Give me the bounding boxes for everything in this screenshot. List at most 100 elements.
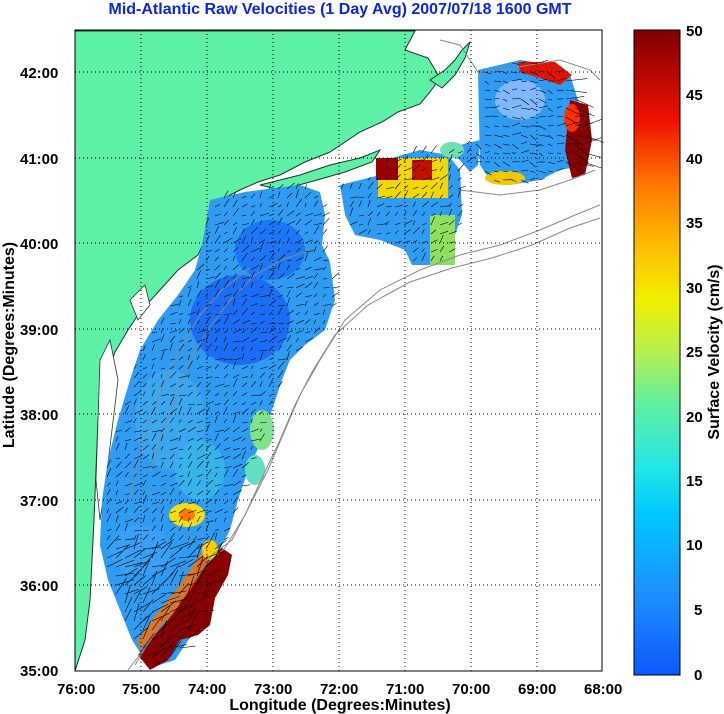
velocity-arrow xyxy=(259,285,264,289)
velocity-arrow xyxy=(529,170,536,173)
velocity-arrow xyxy=(277,322,284,325)
velocity-arrow xyxy=(133,390,142,397)
velocity-gulf-stream-edge xyxy=(138,548,212,650)
velocity-arrow xyxy=(205,443,212,451)
velocity-arrow xyxy=(142,400,149,406)
velocity-arrow xyxy=(196,320,200,325)
velocity-arrow xyxy=(151,471,161,478)
velocity-arrow xyxy=(160,618,176,631)
velocity-arrow xyxy=(556,168,564,172)
velocity-arrow xyxy=(223,536,229,541)
velocity-arrow xyxy=(520,134,528,138)
velocity-arrow xyxy=(268,364,277,370)
velocity-arrow xyxy=(223,469,229,478)
velocity-arrow xyxy=(169,569,179,586)
velocity-arrow xyxy=(205,578,225,586)
velocity-arrow xyxy=(187,355,190,361)
velocity-arrow xyxy=(178,593,191,604)
velocity-arrow xyxy=(196,392,201,397)
velocity-arrow xyxy=(214,539,227,550)
velocity-arrow xyxy=(187,491,192,496)
velocity-arrow xyxy=(133,517,140,523)
velocity-arrow xyxy=(322,320,326,325)
velocity-arrow xyxy=(430,239,438,244)
velocity-arrow xyxy=(124,499,130,505)
velocity-arrow xyxy=(169,428,174,433)
velocity-arrow xyxy=(115,436,119,442)
velocity-arrow xyxy=(151,452,155,460)
velocity-arrow xyxy=(520,169,529,172)
velocity-arrow xyxy=(439,221,449,226)
velocity-arrow xyxy=(160,539,166,541)
velocity-arrow xyxy=(205,522,210,532)
velocity-arrow xyxy=(367,211,374,217)
velocity-arrow xyxy=(412,193,420,199)
velocity-arrow xyxy=(259,262,264,271)
velocity-arrow xyxy=(403,229,411,235)
velocity-arrow xyxy=(232,468,239,478)
velocity-arrow xyxy=(214,484,221,487)
colorbar-tick-label: 50 xyxy=(686,23,703,40)
velocity-arrow xyxy=(232,490,242,496)
velocity-arrow xyxy=(259,275,263,280)
velocity-arrow xyxy=(241,402,246,406)
velocity-arrow xyxy=(115,471,123,478)
velocity-arrow xyxy=(142,444,150,451)
velocity-arrow xyxy=(160,642,175,658)
velocity-arrow xyxy=(286,182,295,190)
velocity-arrow xyxy=(223,455,231,460)
velocity-arrow xyxy=(250,445,253,451)
velocity-arrow xyxy=(313,327,320,334)
x-tick-label: 74:00 xyxy=(188,681,226,698)
velocity-arrow xyxy=(187,311,197,316)
velocity-arrow xyxy=(187,596,198,613)
velocity-arrow xyxy=(196,443,204,451)
velocity-arrow xyxy=(169,461,174,469)
velocity-arrow xyxy=(133,627,148,640)
velocity-arrow xyxy=(178,464,182,469)
velocity-arrow xyxy=(412,159,423,163)
velocity-arrow xyxy=(295,276,306,280)
velocity-arrow xyxy=(412,176,416,181)
velocity-arrow xyxy=(187,374,190,379)
velocity-arrow xyxy=(223,437,230,442)
velocity-arrow xyxy=(205,354,209,361)
velocity-arrow xyxy=(241,474,247,478)
velocity-arrow xyxy=(412,247,419,253)
velocity-arrow xyxy=(196,460,204,469)
velocity-arrow xyxy=(151,401,157,406)
velocity-arrow xyxy=(448,165,452,172)
velocity-arrow xyxy=(196,355,200,361)
velocity-arrow xyxy=(259,321,265,325)
velocity-arrow xyxy=(304,191,312,199)
velocity-arrow xyxy=(250,401,257,406)
velocity-arrow xyxy=(232,358,242,361)
velocity-arrow xyxy=(223,315,229,325)
velocity-arrow xyxy=(547,143,553,147)
x-axis: 76:00 75:00 74:00 73:00 72:00 71:00 70:0… xyxy=(57,681,622,714)
velocity-arrow xyxy=(232,453,242,460)
velocity-arrow xyxy=(232,227,238,235)
velocity-arrow xyxy=(439,194,444,199)
velocity-arrow xyxy=(187,406,192,415)
velocity-arrow xyxy=(178,419,182,424)
velocity-edge-1 xyxy=(250,410,274,450)
velocity-core-4 xyxy=(110,525,170,575)
velocity-arrow xyxy=(583,152,602,158)
velocity-arrow xyxy=(547,107,553,112)
velocity-arrow xyxy=(196,557,204,577)
velocity-arrow xyxy=(205,293,208,298)
velocity-arrow xyxy=(151,433,157,442)
velocity-arrow xyxy=(466,156,476,163)
velocity-arrow xyxy=(214,377,220,379)
velocity-arrow xyxy=(205,400,214,406)
velocity-arrow xyxy=(205,269,211,271)
velocity-arrow xyxy=(511,122,521,127)
velocity-arrow xyxy=(223,500,229,505)
velocity-arrow xyxy=(349,183,353,190)
velocity-arrow xyxy=(295,312,300,316)
velocity-arrow xyxy=(529,98,538,106)
velocity-arrow xyxy=(394,163,402,172)
velocity-arrow xyxy=(115,572,135,577)
velocity-arrow xyxy=(304,184,308,190)
